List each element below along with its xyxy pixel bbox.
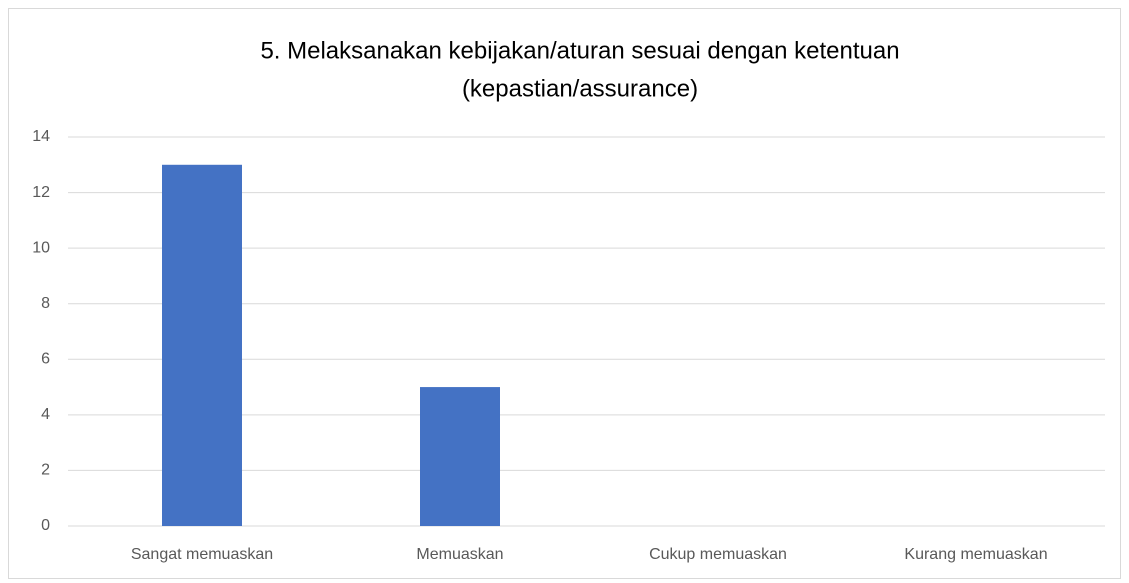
chart-title: 5. Melaksanakan kebijakan/aturan sesuai … <box>260 37 899 64</box>
y-tick-label: 14 <box>32 128 50 145</box>
bar <box>420 387 500 526</box>
x-tick-label: Kurang memuaskan <box>904 546 1047 563</box>
bar <box>162 164 242 527</box>
y-tick-label: 2 <box>41 462 50 479</box>
x-tick-label: Cukup memuaskan <box>649 546 787 563</box>
y-tick-label: 8 <box>41 295 50 312</box>
y-tick-label: 4 <box>41 406 50 423</box>
y-tick-label: 0 <box>41 517 50 534</box>
y-tick-label: 6 <box>41 351 50 368</box>
chart-title: (kepastian/assurance) <box>462 75 698 102</box>
y-tick-label: 10 <box>32 239 50 256</box>
x-tick-label: Memuaskan <box>416 546 503 563</box>
x-tick-label: Sangat memuaskan <box>131 546 273 563</box>
y-tick-label: 12 <box>32 184 50 201</box>
